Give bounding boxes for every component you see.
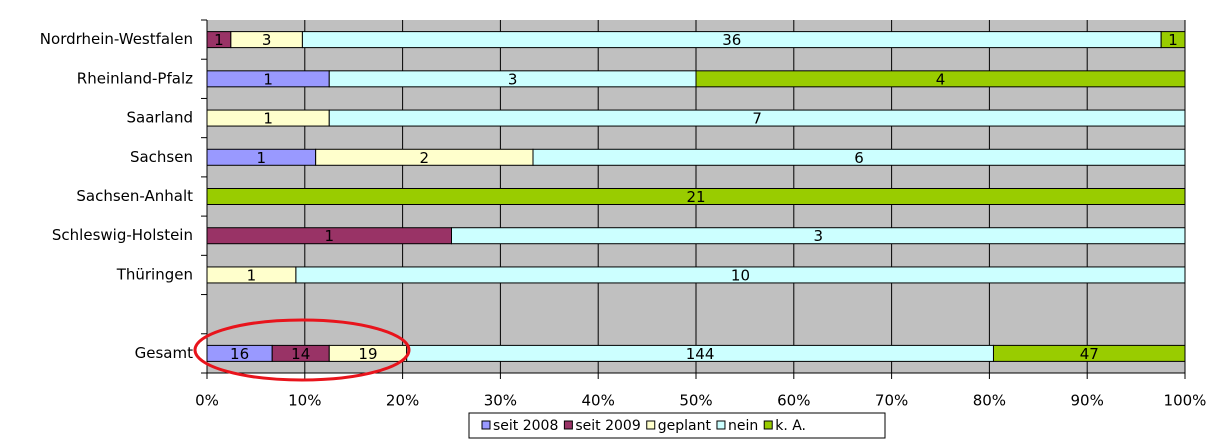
data-label: 3 (262, 31, 272, 49)
y-tick-label: Schleswig-Holstein (52, 226, 193, 244)
data-label: 3 (508, 70, 518, 88)
data-label: 4 (936, 70, 946, 88)
x-tick-label: 90% (1071, 392, 1104, 410)
x-tick-label: 70% (875, 392, 908, 410)
legend-swatch (763, 420, 773, 430)
bars: 1 3 36 1 1 3 4 1 7 1 2 6 21 1 3 1 10 16 14 19 144 47 (206, 31, 1186, 363)
legend-label: k. A. (775, 418, 806, 434)
data-label: 6 (854, 149, 864, 167)
x-tick-label: 40% (582, 392, 615, 410)
legend-box (468, 412, 886, 439)
bar-segment (1160, 31, 1186, 49)
y-tick-label: Gesamt (135, 344, 193, 362)
x-tick-label: 80% (973, 392, 1006, 410)
legend-swatch (481, 420, 491, 430)
legend-label: seit 2009 (575, 418, 640, 434)
x-tick-label: 10% (288, 392, 321, 410)
x-tick-label: 50% (679, 392, 712, 410)
data-label: 144 (686, 345, 715, 363)
legend-label: seit 2008 (493, 418, 558, 434)
y-tick-label: Nordrhein-Westfalen (40, 30, 193, 48)
y-tick-label: Sachsen (130, 148, 193, 166)
data-label: 1 (214, 31, 224, 49)
x-tick-label: 30% (484, 392, 517, 410)
data-label: 1 (263, 70, 273, 88)
data-label: 1 (1168, 31, 1178, 49)
legend-label: geplant (658, 418, 712, 434)
legend: seit 2008 seit 2009 geplant nein k. A. (481, 418, 806, 434)
legend-swatch (646, 420, 656, 430)
x-tick-label: 100% (1164, 392, 1207, 410)
data-label: 7 (752, 110, 762, 128)
y-tick-label: Saarland (127, 109, 193, 127)
data-label: 2 (420, 149, 430, 167)
legend-swatch (716, 420, 726, 430)
data-label: 1 (263, 110, 273, 128)
data-label: 10 (731, 266, 750, 284)
x-tick-label: 60% (777, 392, 810, 410)
bar-segment (328, 109, 1186, 127)
bar-segment (532, 148, 1186, 166)
bar-segment (695, 70, 1186, 88)
bar-segment (451, 227, 1186, 245)
data-label: 19 (358, 345, 377, 363)
data-label: 1 (257, 149, 267, 167)
y-tick-label: Thüringen (116, 265, 193, 283)
x-tick-label: 20% (386, 392, 419, 410)
data-label: 16 (230, 345, 249, 363)
y-tick-label: Rheinland-Pfalz (77, 69, 193, 87)
data-label: 3 (813, 227, 823, 245)
data-label: 14 (291, 345, 310, 363)
data-label: 36 (722, 31, 741, 49)
legend-label: nein (728, 418, 758, 434)
data-label: 21 (686, 188, 705, 206)
data-label: 47 (1080, 345, 1099, 363)
data-label: 1 (247, 266, 257, 284)
data-label: 1 (324, 227, 334, 245)
highlight-ellipse (193, 318, 411, 382)
legend-swatch (563, 420, 573, 430)
bar-segment (295, 266, 1186, 284)
y-tick-label: Sachsen-Anhalt (76, 187, 193, 205)
bar-segment (992, 344, 1186, 362)
x-tick-label: 0% (195, 392, 219, 410)
